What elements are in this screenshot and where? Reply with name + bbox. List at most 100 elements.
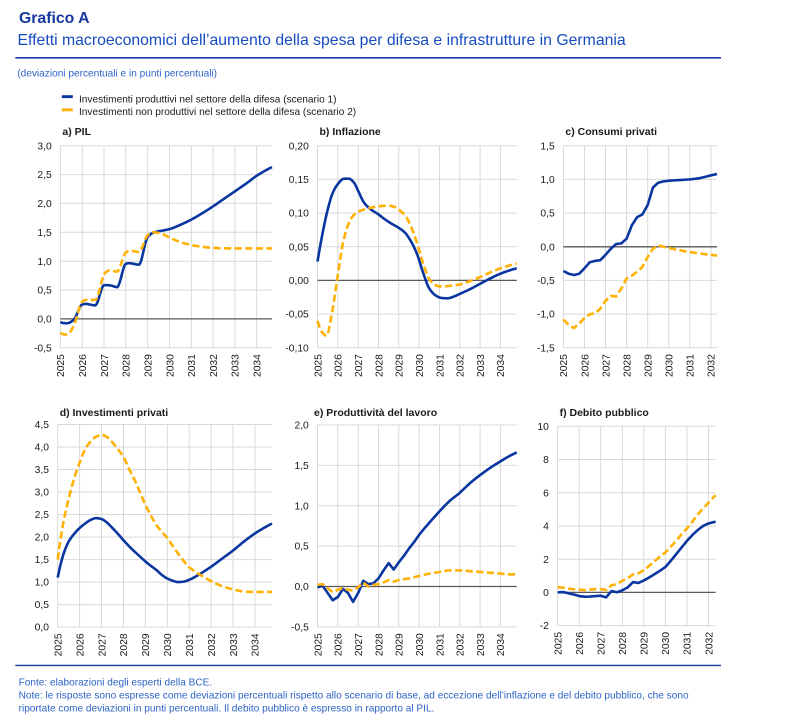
svg-text:2033: 2033	[229, 633, 240, 656]
svg-text:2033: 2033	[476, 633, 487, 656]
svg-text:1,5: 1,5	[294, 461, 309, 472]
svg-text:2031: 2031	[435, 633, 446, 656]
svg-text:f) Debito pubblico: f) Debito pubblico	[560, 407, 649, 419]
svg-text:2027: 2027	[97, 633, 108, 656]
svg-text:4,0: 4,0	[35, 443, 50, 454]
svg-text:2030: 2030	[415, 354, 426, 377]
svg-text:riportate come deviazioni in p: riportate come deviazioni in punti perce…	[19, 704, 435, 715]
svg-text:Grafico A: Grafico A	[19, 10, 90, 27]
svg-text:3,0: 3,0	[37, 141, 52, 152]
svg-text:2025: 2025	[559, 354, 570, 377]
svg-text:1,0: 1,0	[294, 501, 309, 512]
svg-text:2027: 2027	[601, 354, 612, 377]
svg-text:-2: -2	[540, 621, 549, 632]
svg-text:2,0: 2,0	[35, 533, 50, 544]
svg-text:2026: 2026	[575, 632, 586, 655]
svg-text:2034: 2034	[496, 633, 507, 656]
svg-text:2,0: 2,0	[37, 199, 52, 210]
svg-text:d) Investimenti privati: d) Investimenti privati	[60, 407, 169, 419]
svg-text:3,0: 3,0	[35, 488, 50, 499]
svg-text:2025: 2025	[56, 354, 67, 377]
svg-text:2031: 2031	[683, 632, 694, 655]
svg-text:Fonte: elaborazioni degli espe: Fonte: elaborazioni degli esperti della …	[19, 677, 213, 688]
svg-text:2028: 2028	[119, 633, 130, 656]
svg-text:6: 6	[543, 488, 549, 499]
svg-text:0,05: 0,05	[289, 242, 309, 253]
svg-text:2034: 2034	[496, 354, 507, 377]
svg-text:2027: 2027	[100, 354, 111, 377]
svg-text:0,10: 0,10	[289, 209, 309, 220]
svg-text:2026: 2026	[334, 354, 345, 377]
svg-text:(deviazioni percentuali e in p: (deviazioni percentuali e in punti perce…	[17, 69, 217, 80]
svg-text:2032: 2032	[207, 633, 218, 656]
svg-text:2032: 2032	[209, 354, 220, 377]
svg-text:-0,5: -0,5	[34, 343, 52, 354]
svg-text:0,20: 0,20	[289, 141, 309, 152]
svg-text:2034: 2034	[251, 633, 262, 656]
svg-text:0,5: 0,5	[540, 209, 555, 220]
svg-text:-0,10: -0,10	[285, 343, 309, 354]
svg-text:2,0: 2,0	[294, 421, 309, 432]
svg-text:2025: 2025	[313, 354, 324, 377]
svg-text:2029: 2029	[144, 354, 155, 377]
svg-text:0: 0	[543, 588, 549, 599]
svg-text:2031: 2031	[435, 354, 446, 377]
svg-text:2030: 2030	[661, 632, 672, 655]
svg-text:2031: 2031	[187, 354, 198, 377]
svg-text:2026: 2026	[78, 354, 89, 377]
svg-text:0,0: 0,0	[35, 623, 50, 634]
svg-text:2026: 2026	[75, 633, 86, 656]
svg-text:1,5: 1,5	[37, 228, 52, 239]
svg-text:0,00: 0,00	[289, 276, 309, 287]
svg-text:2028: 2028	[618, 632, 629, 655]
svg-text:e) Produttività del lavoro: e) Produttività del lavoro	[314, 407, 437, 419]
svg-text:2027: 2027	[354, 354, 365, 377]
svg-text:0,5: 0,5	[37, 286, 52, 297]
svg-text:-0,05: -0,05	[285, 310, 309, 321]
svg-text:2029: 2029	[644, 354, 655, 377]
svg-text:2033: 2033	[476, 354, 487, 377]
svg-text:3,5: 3,5	[35, 465, 50, 476]
svg-text:Effetti macroeconomici dell’au: Effetti macroeconomici dell’aumento dell…	[18, 32, 626, 49]
svg-text:2031: 2031	[686, 354, 697, 377]
svg-text:1,0: 1,0	[35, 578, 50, 589]
svg-text:2029: 2029	[640, 632, 651, 655]
svg-text:2032: 2032	[456, 354, 467, 377]
svg-text:0,15: 0,15	[289, 175, 309, 186]
svg-text:1,5: 1,5	[35, 555, 50, 566]
svg-text:b) Inflazione: b) Inflazione	[320, 126, 381, 138]
svg-text:2026: 2026	[580, 354, 591, 377]
svg-text:8: 8	[543, 455, 549, 466]
svg-text:2029: 2029	[395, 633, 406, 656]
svg-text:10: 10	[537, 422, 549, 433]
svg-text:2034: 2034	[253, 354, 264, 377]
svg-text:2,5: 2,5	[37, 170, 52, 181]
svg-text:-0,5: -0,5	[537, 276, 555, 287]
svg-text:1,0: 1,0	[540, 175, 555, 186]
svg-text:2,5: 2,5	[35, 510, 50, 521]
svg-text:a) PIL: a) PIL	[62, 126, 91, 138]
svg-text:2032: 2032	[704, 632, 715, 655]
svg-text:2028: 2028	[122, 354, 133, 377]
svg-text:2: 2	[543, 555, 549, 566]
svg-text:Investimenti produttivi nel se: Investimenti produttivi nel settore dell…	[79, 94, 337, 105]
svg-text:2025: 2025	[553, 632, 564, 655]
svg-text:4: 4	[543, 522, 549, 533]
svg-text:0,0: 0,0	[37, 315, 52, 326]
svg-text:-1,0: -1,0	[537, 310, 555, 321]
svg-text:2027: 2027	[354, 633, 365, 656]
svg-text:2030: 2030	[163, 633, 174, 656]
svg-text:2030: 2030	[415, 633, 426, 656]
svg-text:2026: 2026	[334, 633, 345, 656]
svg-text:2031: 2031	[185, 633, 196, 656]
svg-text:0,5: 0,5	[35, 600, 50, 611]
svg-text:2032: 2032	[707, 354, 718, 377]
svg-text:1,5: 1,5	[540, 141, 555, 152]
svg-text:2032: 2032	[456, 633, 467, 656]
svg-text:-1,5: -1,5	[537, 343, 555, 354]
svg-text:0,5: 0,5	[294, 542, 309, 553]
svg-text:Investimenti non produttivi ne: Investimenti non produttivi nel settore …	[79, 107, 356, 118]
svg-text:2028: 2028	[374, 633, 385, 656]
svg-text:2025: 2025	[313, 633, 324, 656]
svg-text:2025: 2025	[54, 633, 65, 656]
